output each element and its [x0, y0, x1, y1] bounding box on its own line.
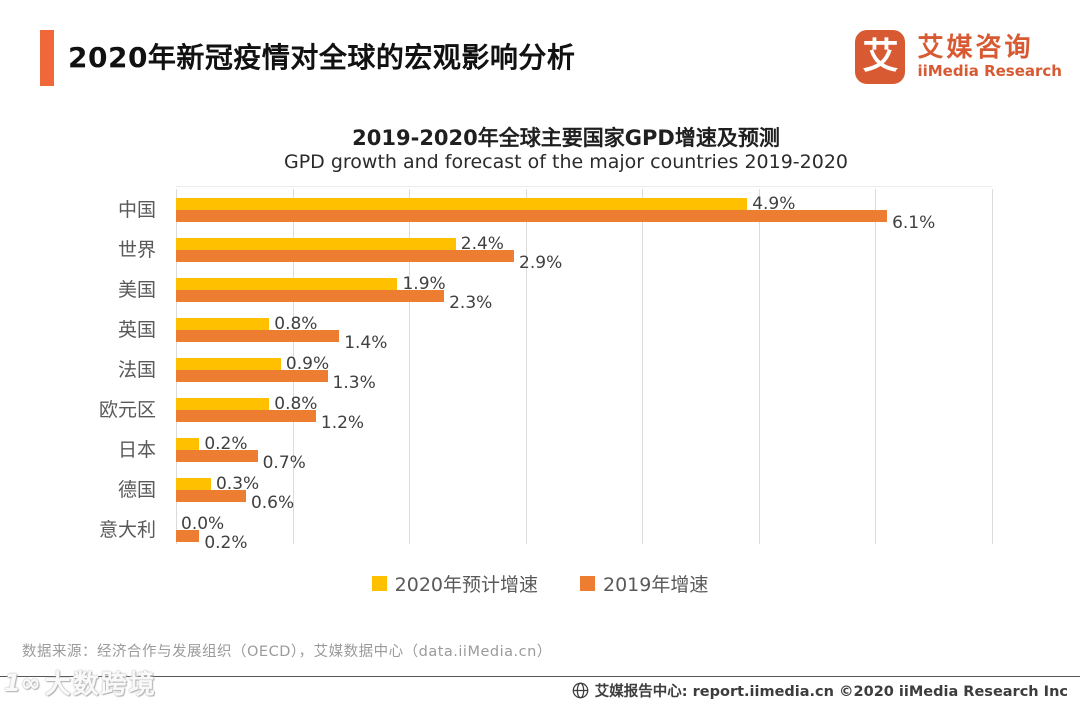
title-accent-bar	[40, 30, 54, 86]
bar-2020年预计增速-美国	[176, 278, 398, 290]
data-source: 数据来源：经济合作与发展组织（OECD），艾媒数据中心（data.iiMedia…	[22, 644, 552, 660]
gridline	[992, 189, 993, 544]
category-label: 意大利	[98, 519, 156, 541]
gridline	[292, 189, 294, 544]
value-label: 6.1%	[892, 213, 936, 233]
iimedia-logo-icon: 艾	[855, 30, 906, 84]
bar-2019年增速-法国	[176, 370, 328, 382]
globe-icon	[572, 682, 589, 699]
legend: 2020年预计增速 2019年增速	[0, 570, 1080, 597]
gridline	[758, 189, 760, 544]
chart-title: 2019-2020年全球主要国家GPD增速及预测	[352, 126, 780, 150]
value-label: 2.4%	[460, 234, 504, 254]
value-label: 0.6%	[250, 493, 295, 513]
gridline	[875, 189, 877, 544]
legend-label: 2020年预计增速	[394, 574, 538, 596]
category-label: 美国	[117, 279, 156, 301]
watermark: 1∞ 大数跨境	[4, 664, 157, 701]
bar-2019年增速-德国	[176, 490, 246, 502]
category-label: 日本	[117, 439, 156, 461]
value-label: 2.3%	[449, 293, 493, 313]
bar-2019年增速-世界	[176, 250, 515, 262]
bar-2019年增速-欧元区	[176, 410, 316, 422]
chart-subtitle: GPD growth and forecast of the major cou…	[283, 151, 849, 173]
category-label: 英国	[117, 319, 156, 341]
watermark-text: 大数跨境	[44, 670, 157, 700]
brand-logo: 艾 艾媒咨询 iiMedia Research	[855, 30, 1062, 84]
category-label: 德国	[117, 479, 156, 501]
value-label: 1.3%	[332, 373, 376, 393]
value-label: 1.4%	[344, 333, 388, 353]
category-label: 法国	[117, 359, 156, 381]
bar-2019年增速-英国	[176, 330, 340, 342]
value-label: 0.3%	[215, 474, 260, 494]
value-label: 0.8%	[274, 394, 318, 414]
bar-2020年预计增速-英国	[176, 318, 270, 330]
legend-item: 2020年预计增速	[371, 570, 538, 597]
logo-text: 艾媒咨询 iiMedia Research	[917, 34, 1062, 81]
value-label: 0.7%	[262, 453, 306, 473]
legend-swatch	[580, 576, 595, 591]
footer: 艾媒报告中心: report.iimedia.cn ©2020 iiMedia …	[572, 680, 1068, 701]
gridline	[642, 189, 644, 544]
bar-2019年增速-中国	[176, 210, 888, 222]
footer-text: 艾媒报告中心: report.iimedia.cn ©2020 iiMedia …	[594, 684, 1068, 700]
footer-divider	[0, 676, 1080, 677]
bar-2020年预计增速-中国	[176, 198, 748, 210]
logo-name-cn: 艾媒咨询	[917, 32, 1034, 63]
bar-2020年预计增速-欧元区	[176, 398, 270, 410]
gridline	[525, 189, 527, 544]
legend-item: 2019年增速	[580, 570, 708, 597]
bar-2019年增速-美国	[176, 290, 445, 302]
value-label: 0.8%	[274, 314, 318, 334]
value-label: 2.9%	[519, 253, 563, 273]
page-title: 2020年新冠疫情对全球的宏观影响分析	[68, 41, 576, 74]
value-label: 4.9%	[752, 194, 796, 214]
category-label: 世界	[117, 239, 156, 261]
legend-swatch	[371, 576, 387, 591]
legend-label: 2019年增速	[603, 574, 709, 596]
bar-2019年增速-意大利	[176, 530, 200, 542]
watermark-icon: 1∞	[4, 668, 41, 697]
value-label: 1.9%	[402, 274, 446, 294]
value-label: 0.2%	[204, 434, 248, 454]
plot-area: 中国 4.9% 6.1% 世界 2.4% 2.9% 美国 1.9% 2.3% 英国 0.8% 1.4%…	[0, 186, 1080, 553]
logo-name-en: iiMedia Research	[917, 62, 1062, 81]
gridline	[409, 189, 411, 544]
logo-glyph: 艾	[862, 36, 899, 77]
bar-2020年预计增速-世界	[176, 238, 456, 250]
category-label: 欧元区	[98, 399, 156, 421]
category-label: 中国	[117, 199, 156, 221]
bar-2020年预计增速-日本	[176, 438, 200, 450]
bar-2019年增速-日本	[176, 450, 258, 462]
bar-2020年预计增速-法国	[176, 358, 281, 370]
value-label: 0.9%	[285, 354, 330, 374]
value-label: 0.2%	[204, 533, 248, 553]
bar-2020年预计增速-德国	[176, 478, 211, 490]
value-label: 1.2%	[320, 413, 365, 433]
value-label: 0.0%	[181, 514, 225, 534]
